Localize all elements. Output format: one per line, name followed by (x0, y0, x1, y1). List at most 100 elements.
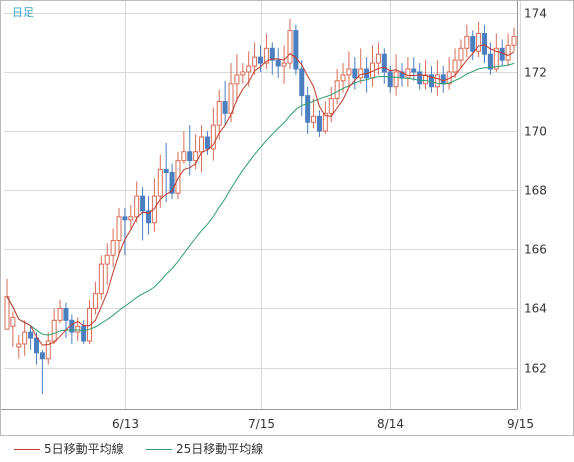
candle-body-down (33, 337, 39, 354)
x-tick-label: 7/15 (248, 417, 275, 431)
y-tick-label: 172 (524, 66, 547, 80)
candle-body-down (269, 47, 275, 61)
candle-body-up (199, 136, 205, 153)
candle-body-up (210, 124, 216, 150)
candle-body-down (470, 35, 476, 52)
candles (4, 18, 517, 395)
candle-body-up (334, 80, 340, 100)
y-tick-label: 162 (524, 362, 547, 376)
candle-body-down (28, 331, 34, 339)
ma25-line (6, 62, 515, 336)
candle-body-up (4, 296, 10, 330)
candle-body-up (287, 30, 293, 64)
candle-body-up (464, 35, 470, 49)
candle-body-up (405, 68, 411, 79)
candle-body-up (193, 151, 199, 162)
candle-body-up (511, 35, 517, 46)
legend-item-ma25: 25日移動平均線 (146, 440, 263, 457)
candle-body-up (346, 68, 352, 76)
candle-body-down (440, 74, 446, 85)
candle-body-down (222, 101, 228, 114)
candle-body-up (311, 115, 317, 123)
candle-body-up (476, 33, 482, 52)
candle-body-up (358, 68, 364, 79)
candle-body-up (234, 74, 240, 85)
candle-body-up (216, 101, 222, 126)
candle-body-up (104, 254, 110, 265)
moving-average-lines (6, 44, 515, 346)
candle-body-down (140, 195, 146, 212)
candle-body-up (434, 74, 440, 88)
candle-body-up (252, 56, 258, 67)
x-tick-labels: 6/13 7/15 8/14 9/15 (112, 417, 534, 431)
candle-body-down (293, 30, 299, 70)
candle-body-up (134, 195, 140, 218)
candle-body-up (322, 112, 328, 132)
chart-frame (0, 0, 574, 436)
candle-body-up (151, 195, 157, 224)
x-tick-label: 6/13 (112, 417, 139, 431)
candle-body-up (281, 62, 287, 67)
candle-body-up (423, 74, 429, 85)
candle-body-up (340, 74, 346, 82)
x-tick-label: 9/15 (507, 417, 534, 431)
candle-body-down (39, 352, 45, 360)
candle-body-down (417, 71, 423, 85)
y-tick-label: 164 (524, 302, 547, 316)
candle-body-down (163, 169, 169, 173)
y-tick-label: 170 (524, 125, 547, 139)
candle-body-down (122, 216, 128, 221)
y-tick-label: 166 (524, 243, 547, 257)
candle-body-up (393, 71, 399, 88)
period-label: 日足 (12, 6, 34, 19)
candle-body-down (145, 210, 151, 224)
candle-body-up (157, 169, 163, 197)
ma5-line (6, 44, 515, 346)
candle-body-down (381, 53, 387, 73)
candle-body-down (482, 33, 488, 55)
candle-body-up (16, 343, 22, 348)
candle-body-up (228, 83, 234, 114)
legend: 5日移動平均線 25日移動平均線 (0, 436, 574, 460)
candlestick-chart: 162 164 166 168 170 172 174 6/13 7/15 8/14 9/15 日… (0, 0, 574, 436)
candle-body-up (57, 307, 63, 321)
candle-body-down (275, 59, 281, 67)
candle-body-up (98, 263, 104, 295)
candle-body-up (375, 53, 381, 64)
candle-body-down (487, 53, 493, 70)
candle-body-down (499, 47, 505, 61)
legend-label-ma25: 25日移動平均線 (176, 442, 264, 456)
candle-body-up (128, 216, 134, 221)
candle-body-up (493, 47, 499, 70)
candle-body-up (328, 98, 334, 114)
candle-body-up (116, 216, 122, 241)
candle-body-up (87, 307, 93, 342)
candle-body-up (75, 325, 81, 333)
candle-body-down (411, 68, 417, 73)
legend-item-ma5: 5日移動平均線 (14, 440, 124, 457)
x-tick-label: 8/14 (377, 417, 404, 431)
candle-body-up (181, 151, 187, 162)
candle-body-up (51, 319, 57, 342)
candle-body-up (92, 293, 98, 309)
candle-body-down (316, 115, 322, 132)
candle-body-down (63, 307, 69, 321)
candle-body-up (10, 316, 16, 327)
candle-body-up (110, 239, 116, 256)
candle-body-down (187, 151, 193, 162)
candle-body-down (305, 95, 311, 123)
candle-body-up (22, 331, 28, 345)
candle-body-down (299, 68, 305, 97)
legend-swatch-ma25 (146, 449, 172, 450)
y-tick-label: 174 (524, 7, 547, 21)
candle-body-down (258, 56, 263, 64)
legend-label-ma5: 5日移動平均線 (44, 442, 124, 456)
candle-body-down (204, 136, 210, 150)
candle-body-up (175, 160, 181, 194)
candle-body-up (458, 47, 464, 61)
y-tick-labels: 162 164 166 168 170 172 174 (524, 7, 547, 376)
candle-body-down (169, 171, 175, 194)
legend-swatch-ma5 (14, 449, 40, 450)
candle-body-down (387, 71, 393, 88)
